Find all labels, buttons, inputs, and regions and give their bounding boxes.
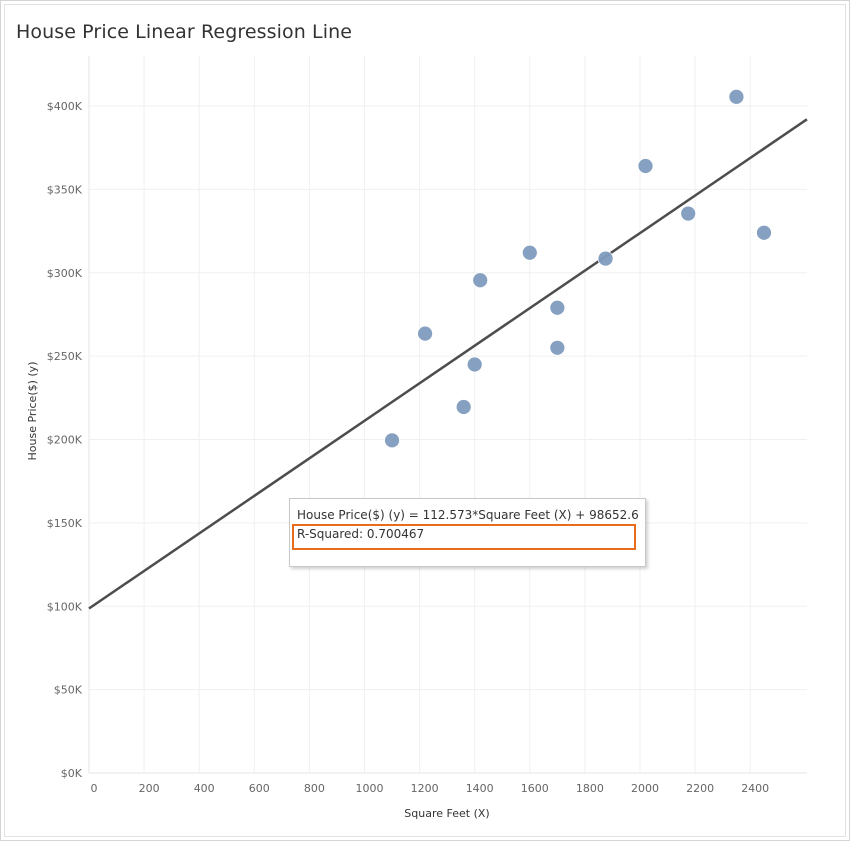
data-point[interactable] xyxy=(549,299,566,316)
data-points xyxy=(384,88,772,449)
x-tick-label: 1200 xyxy=(411,782,439,795)
x-tick-label: 2400 xyxy=(741,782,769,795)
x-tick-label: 800 xyxy=(304,782,325,795)
trend-line-group xyxy=(88,118,808,610)
data-point[interactable] xyxy=(472,272,489,289)
y-tick-label: $200K xyxy=(47,434,83,447)
data-point[interactable] xyxy=(455,399,472,415)
chart-title: House Price Linear Regression Line xyxy=(16,21,353,43)
x-tick-label: 2200 xyxy=(686,782,714,795)
y-tick-label: $0K xyxy=(61,767,83,780)
data-point[interactable] xyxy=(549,339,566,356)
y-tick-label: $250K xyxy=(47,350,83,363)
regression-equation: House Price($) (y) = 112.573*Square Feet… xyxy=(297,508,639,522)
x-axis-label: Square Feet (X) xyxy=(404,807,489,820)
data-point[interactable] xyxy=(417,325,434,342)
data-point[interactable] xyxy=(466,356,483,373)
y-tick-labels: $0K $50K $100K $150K $200K $250K $300K $350K $40… xyxy=(47,100,83,780)
r-squared-value: R-Squared: 0.700467 xyxy=(297,527,425,541)
chart-inner-frame xyxy=(4,4,846,837)
x-tick-label: 1600 xyxy=(521,782,549,795)
y-tick-label: $300K xyxy=(47,267,83,280)
data-point[interactable] xyxy=(597,250,614,267)
data-point[interactable] xyxy=(728,88,745,105)
data-point[interactable] xyxy=(637,158,654,174)
y-tick-label: $100K xyxy=(47,600,83,613)
x-tick-label: 600 xyxy=(249,782,270,795)
data-point[interactable] xyxy=(521,244,538,261)
x-tick-label: 1400 xyxy=(466,782,494,795)
x-tick-label: 400 xyxy=(194,782,215,795)
y-tick-label: $50K xyxy=(54,684,83,697)
grid-lines xyxy=(89,56,807,773)
x-tick-label: 1800 xyxy=(576,782,604,795)
y-tick-label: $350K xyxy=(47,183,83,196)
r-squared-highlight-box xyxy=(292,524,636,550)
axes xyxy=(88,56,807,774)
x-tick-labels: 0 200 400 600 800 1000 1200 1400 1600 1800 2000 220… xyxy=(91,782,770,795)
data-point[interactable] xyxy=(756,224,772,241)
data-point[interactable] xyxy=(384,432,400,449)
x-tick-label: 0 xyxy=(91,782,98,795)
data-point[interactable] xyxy=(680,205,697,222)
x-tick-label: 2000 xyxy=(631,782,659,795)
x-tick-label: 200 xyxy=(139,782,160,795)
y-tick-label: $150K xyxy=(47,517,83,530)
trend-line xyxy=(88,118,808,610)
regression-tooltip: House Price($) (y) = 112.573*Square Feet… xyxy=(289,498,646,567)
y-tick-label: $400K xyxy=(47,100,83,113)
y-axis-label: House Price($) (y) xyxy=(26,362,39,461)
x-tick-label: 1000 xyxy=(356,782,384,795)
